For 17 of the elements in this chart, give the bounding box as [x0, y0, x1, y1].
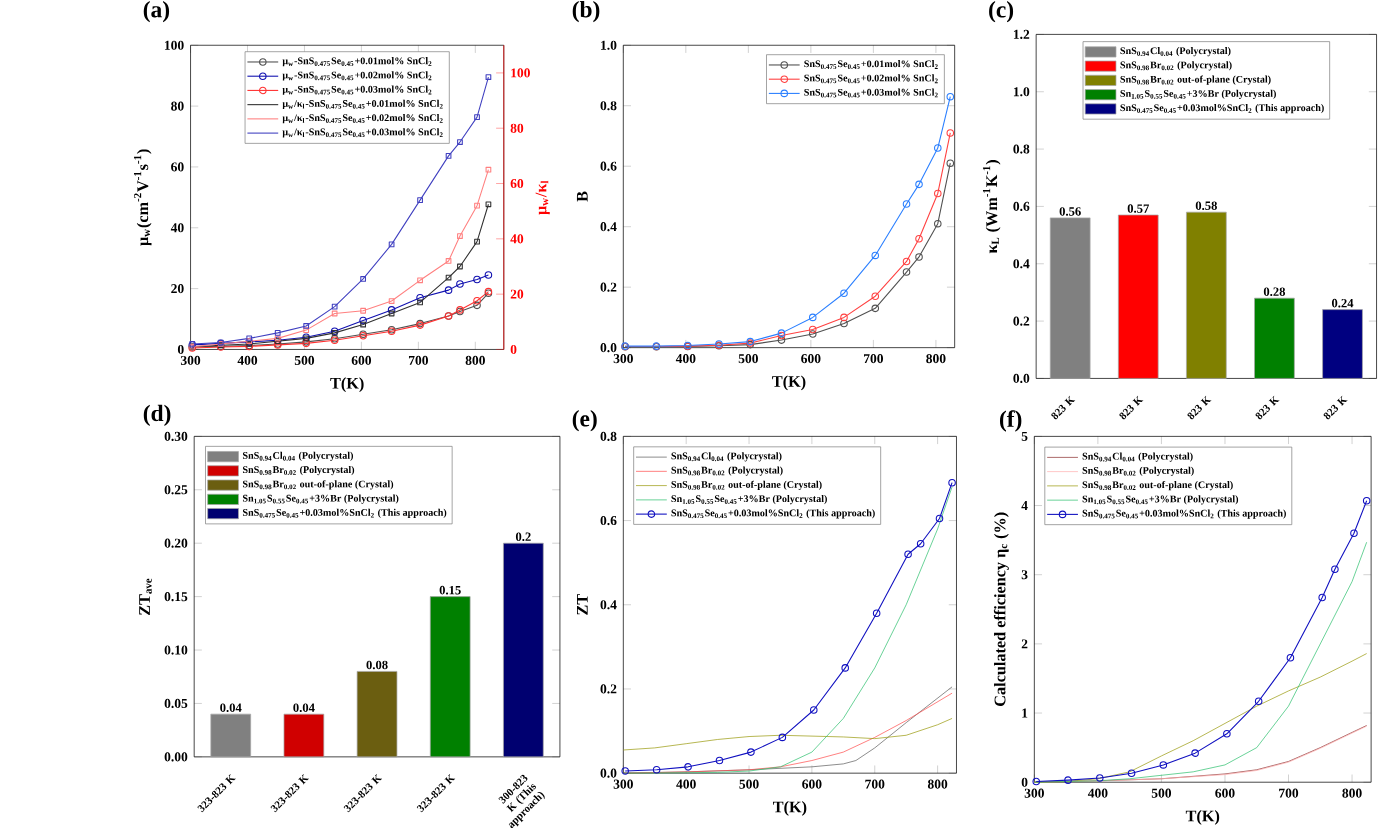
chart-title: (f) — [999, 409, 1022, 432]
y-axis-title: ZT — [577, 593, 588, 615]
x-axis-title: T(K) — [772, 375, 806, 390]
chart-title: (c) — [989, 0, 1014, 23]
chart-title: (e) — [572, 409, 597, 432]
x-axis-title: T(K) — [330, 377, 364, 392]
x-axis-title: T(K) — [773, 800, 807, 816]
chart-title: (d) — [143, 404, 171, 426]
y-axis-title: ZT$_{ave}$ — [139, 578, 152, 615]
y-axis-title: B — [576, 191, 588, 202]
text: μ$_{w}$(cm$^{-2}$V$^{-1}$s$^{-1}$) — [133, 149, 152, 246]
y2-axis-title: μ$_{w}$/κ$_{l}$ — [535, 180, 550, 215]
chart-title: (a) — [143, 0, 170, 22]
y-axis-title: κ$_{L}$ (Wm$^{-1}$K$^{-1}$) — [982, 159, 1001, 253]
chart-title: (b) — [572, 0, 600, 22]
y-axis-title: Calculated efficiency η$_{c}$ (%) — [993, 512, 1009, 706]
x-axis-title: T(K) — [1185, 809, 1220, 825]
